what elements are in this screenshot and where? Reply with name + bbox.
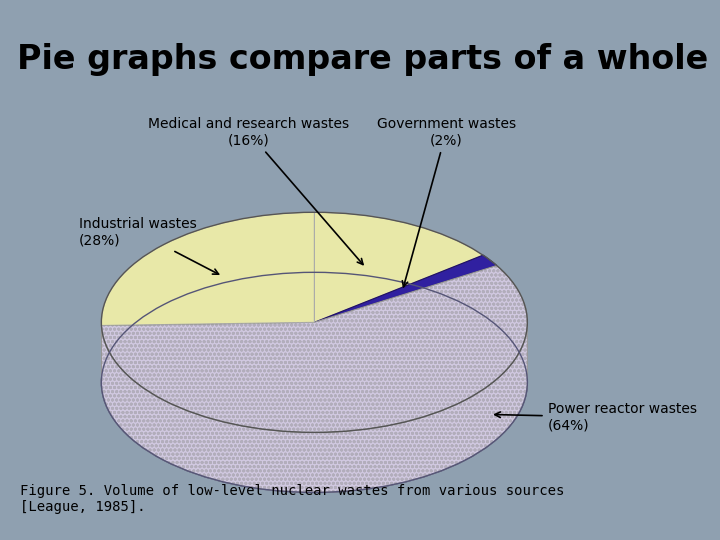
Text: Figure 5. Volume of low-level nuclear wastes from various sources
[League, 1985]: Figure 5. Volume of low-level nuclear wa…: [20, 484, 564, 515]
Ellipse shape: [102, 272, 527, 492]
Text: Government wastes
(2%): Government wastes (2%): [377, 117, 516, 287]
Polygon shape: [102, 323, 527, 492]
Polygon shape: [315, 212, 483, 322]
Polygon shape: [102, 212, 315, 326]
Polygon shape: [102, 266, 527, 433]
Text: Power reactor wastes
(64%): Power reactor wastes (64%): [495, 402, 697, 433]
Polygon shape: [315, 255, 497, 322]
Text: Industrial wastes
(28%): Industrial wastes (28%): [79, 217, 219, 274]
Text: Medical and research wastes
(16%): Medical and research wastes (16%): [148, 117, 363, 265]
Text: Pie graphs compare parts of a whole: Pie graphs compare parts of a whole: [17, 43, 708, 76]
